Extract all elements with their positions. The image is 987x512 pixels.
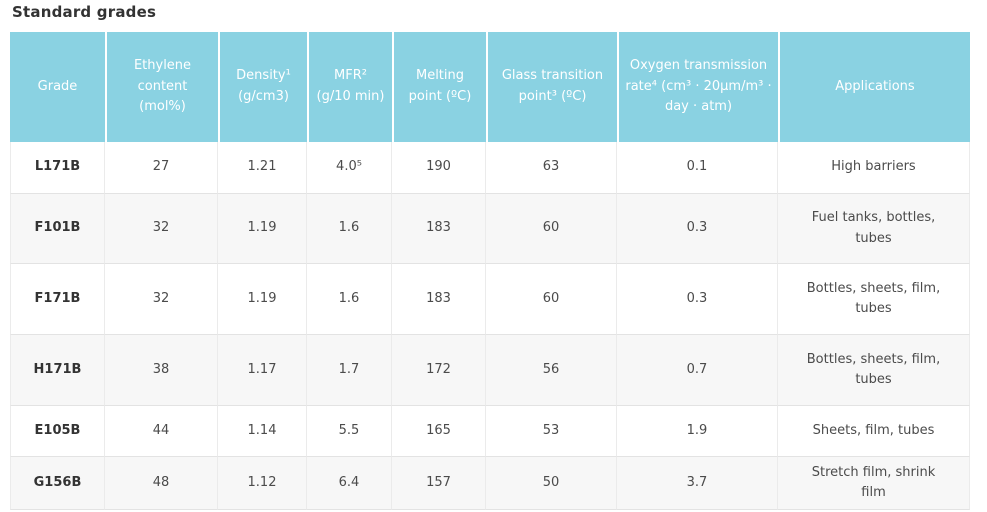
value-cell: 1.6 — [307, 194, 392, 264]
table-row-l171b: L171B 27 1.21 4.0⁵ 190 63 0.1 High barri… — [10, 142, 970, 194]
value-cell: 1.21 — [218, 142, 307, 194]
column-header-grade: Grade — [10, 32, 105, 142]
applications-cell: Stretch film, shrink film — [778, 457, 970, 511]
value-cell: 32 — [105, 194, 218, 264]
value-cell: 1.9 — [617, 406, 778, 457]
grade-cell: F171B — [10, 264, 105, 335]
value-cell: 1.19 — [218, 194, 307, 264]
column-header-applications: Applications — [778, 32, 970, 142]
applications-cell: Bottles, sheets, film, tubes — [778, 264, 970, 335]
table-row-f171b: F171B 32 1.19 1.6 183 60 0.3 Bottles, sh… — [10, 264, 970, 335]
value-cell: 157 — [392, 457, 486, 511]
grade-cell: L171B — [10, 142, 105, 194]
grade-cell: H171B — [10, 335, 105, 406]
value-cell: 48 — [105, 457, 218, 511]
table-row-e105b: E105B 44 1.14 5.5 165 53 1.9 Sheets, fil… — [10, 406, 970, 457]
value-cell: 1.14 — [218, 406, 307, 457]
value-cell: 190 — [392, 142, 486, 194]
column-header-density: Density¹ (g/cm3) — [218, 32, 307, 142]
value-cell: 44 — [105, 406, 218, 457]
value-cell: 0.7 — [617, 335, 778, 406]
column-header-ethylene-content: Ethylene content (mol%) — [105, 32, 218, 142]
applications-cell: Fuel tanks, bottles, tubes — [778, 194, 970, 264]
table-body: L171B 27 1.21 4.0⁵ 190 63 0.1 High barri… — [10, 142, 970, 511]
table-header: Grade Ethylene content (mol%) Density¹ (… — [10, 32, 970, 142]
value-cell: 56 — [486, 335, 617, 406]
grade-cell: F101B — [10, 194, 105, 264]
value-cell: 38 — [105, 335, 218, 406]
value-cell: 0.3 — [617, 194, 778, 264]
table-row-g156b: G156B 48 1.12 6.4 157 50 3.7 Stretch fil… — [10, 457, 970, 511]
value-cell: 165 — [392, 406, 486, 457]
value-cell: 172 — [392, 335, 486, 406]
value-cell: 183 — [392, 264, 486, 335]
value-cell: 1.19 — [218, 264, 307, 335]
value-cell: 5.5 — [307, 406, 392, 457]
value-cell: 6.4 — [307, 457, 392, 511]
value-cell: 0.1 — [617, 142, 778, 194]
applications-cell: Bottles, sheets, film, tubes — [778, 335, 970, 406]
value-cell: 183 — [392, 194, 486, 264]
value-cell: 0.3 — [617, 264, 778, 335]
standard-grades-table: Grade Ethylene content (mol%) Density¹ (… — [10, 32, 970, 511]
page-title: Standard grades — [12, 3, 157, 21]
value-cell: 1.7 — [307, 335, 392, 406]
header-row: Grade Ethylene content (mol%) Density¹ (… — [10, 32, 970, 142]
value-cell: 63 — [486, 142, 617, 194]
value-cell: 60 — [486, 264, 617, 335]
value-cell: 27 — [105, 142, 218, 194]
value-cell: 32 — [105, 264, 218, 335]
grade-cell: E105B — [10, 406, 105, 457]
column-header-glass-transition-point: Glass transition point³ (ºC) — [486, 32, 617, 142]
value-cell: 60 — [486, 194, 617, 264]
grade-cell: G156B — [10, 457, 105, 511]
column-header-melting-point: Melting point (ºC) — [392, 32, 486, 142]
value-cell: 4.0⁵ — [307, 142, 392, 194]
value-cell: 1.17 — [218, 335, 307, 406]
value-cell: 50 — [486, 457, 617, 511]
value-cell: 53 — [486, 406, 617, 457]
value-cell: 1.6 — [307, 264, 392, 335]
applications-cell: Sheets, film, tubes — [778, 406, 970, 457]
column-header-oxygen-transmission-rate: Oxygen transmission rate⁴ (cm³ · 20μm/m³… — [617, 32, 778, 142]
column-header-mfr: MFR² (g/10 min) — [307, 32, 392, 142]
value-cell: 1.12 — [218, 457, 307, 511]
applications-cell: High barriers — [778, 142, 970, 194]
table-row-f101b: F101B 32 1.19 1.6 183 60 0.3 Fuel tanks,… — [10, 194, 970, 264]
table-row-h171b: H171B 38 1.17 1.7 172 56 0.7 Bottles, sh… — [10, 335, 970, 406]
value-cell: 3.7 — [617, 457, 778, 511]
